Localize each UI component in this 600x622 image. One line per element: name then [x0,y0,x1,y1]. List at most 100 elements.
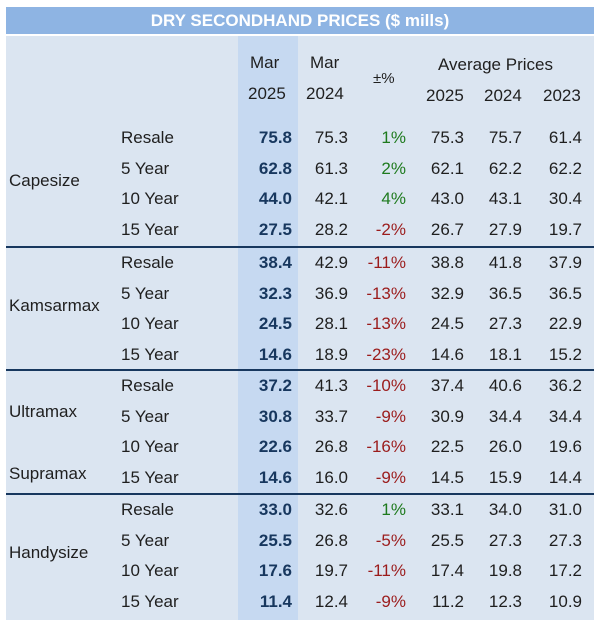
group-label-secondary: Supramax [9,464,87,483]
cell-mar25: 33.0 [258,500,292,519]
cell-mar25: 27.5 [258,219,292,239]
cell-chg: -11% [367,561,406,580]
cell-a25: 14.5 [430,467,464,487]
cell-a25: 43.0 [430,189,464,208]
cell-a23: 22.9 [548,314,582,333]
header-mar2024-month: Mar [310,53,340,72]
cell-chg: -5% [375,530,406,550]
cell-mar24: 28.1 [314,314,348,333]
header-avg-2023: 2023 [543,86,581,105]
cell-chg: -13% [366,314,406,333]
cell-mar25: 11.4 [259,591,292,611]
cell-mar25: 17.6 [258,561,292,580]
group-label: Capesize [9,171,80,190]
cell-a25: 22.5 [430,437,464,456]
row-age-label: Resale [121,500,174,519]
cell-a23: 61.4 [548,128,582,147]
cell-chg: -13% [366,283,406,303]
cell-a23: 19.6 [548,437,582,456]
header-mar2024-year: 2024 [306,84,344,103]
row-age-label: 10 Year [121,314,179,333]
cell-a23: 62.2 [548,158,582,178]
cell-mar25: 62.8 [258,158,292,178]
cell-chg: -9% [375,591,406,611]
row-age-label: 5 Year [121,406,170,426]
cell-a23: 14.4 [548,467,582,487]
cell-a25: 17.4 [430,561,464,580]
cell-mar25: 75.8 [258,128,292,147]
cell-a25: 62.1 [430,158,464,178]
cell-a23: 27.3 [548,530,582,550]
cell-a24: 75.7 [488,128,522,147]
cell-mar24: 32.6 [314,500,348,519]
cell-chg: -9% [375,467,406,487]
cell-a25: 38.8 [430,253,464,272]
group-divider [6,493,594,495]
header-mar2025-month: Mar [250,53,280,72]
cell-mar24: 42.9 [314,253,348,272]
cell-mar24: 26.8 [314,530,348,550]
cell-mar24: 42.1 [314,189,348,208]
cell-a25: 32.9 [430,283,464,303]
cell-a23: 31.0 [548,500,582,519]
cell-a24: 62.2 [488,158,522,178]
cell-a24: 27.9 [488,219,522,239]
cell-a24: 26.0 [488,437,522,456]
cell-a24: 36.5 [488,283,522,303]
cell-mar25: 32.3 [258,283,292,303]
cell-a25: 25.5 [430,530,464,550]
cell-a25: 37.4 [430,376,464,395]
header-avg-2025: 2025 [426,86,464,105]
cell-a23: 34.4 [548,406,582,426]
cell-chg: -2% [375,219,406,239]
cell-a25: 11.2 [432,591,464,611]
cell-a25: 14.6 [430,344,464,364]
cell-mar25: 25.5 [258,530,292,550]
group-label: Ultramax [9,402,78,421]
header-average-prices: Average Prices [438,55,553,74]
cell-mar25: 38.4 [258,253,292,272]
row-age-label: 10 Year [121,189,179,208]
table-body [6,36,594,620]
cell-a25: 24.5 [430,314,464,333]
cell-a24: 15.9 [488,467,522,487]
cell-mar24: 16.0 [314,467,348,487]
cell-mar25: 24.5 [258,314,292,333]
cell-a23: 36.5 [548,283,582,303]
cell-chg: 4% [381,189,406,208]
cell-mar24: 12.4 [314,591,348,611]
cell-a23: 30.4 [548,189,582,208]
group-divider [6,369,594,371]
cell-mar25: 44.0 [258,189,292,208]
cell-a25: 26.7 [430,219,464,239]
cell-mar25: 14.6 [258,344,292,364]
cell-a24: 19.8 [488,561,522,580]
header-change: ±% [373,70,395,87]
group-label: Kamsarmax [9,296,100,315]
cell-a23: 19.7 [548,219,582,239]
cell-a24: 27.3 [488,530,522,550]
cell-mar24: 41.3 [314,376,348,395]
cell-a24: 34.0 [488,500,522,519]
cell-mar24: 19.7 [314,561,348,580]
table-title: DRY SECONDHAND PRICES ($ mills) [6,7,594,34]
cell-a25: 75.3 [430,128,464,147]
cell-a24: 40.6 [488,376,522,395]
row-age-label: 10 Year [121,437,179,456]
cell-mar24: 26.8 [314,437,348,456]
row-age-label: 15 Year [121,467,179,487]
cell-a24: 12.3 [488,591,522,611]
cell-mar25: 22.6 [258,437,292,456]
cell-mar24: 18.9 [314,344,348,364]
cell-mar25: 37.2 [258,376,292,395]
cell-mar24: 61.3 [314,158,348,178]
row-age-label: Resale [121,128,174,147]
cell-mar25: 14.6 [258,467,292,487]
cell-chg: -9% [375,406,406,426]
group-divider [6,246,594,248]
group-label: Handysize [9,543,89,562]
cell-chg: 1% [381,128,406,147]
cell-mar24: 28.2 [314,219,348,239]
cell-a23: 10.9 [548,591,582,611]
